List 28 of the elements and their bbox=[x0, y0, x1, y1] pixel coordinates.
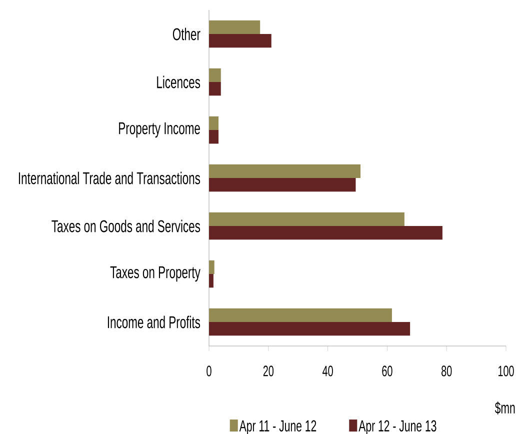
bar bbox=[209, 274, 214, 288]
bar bbox=[209, 322, 410, 336]
x-tick-label: 100 bbox=[498, 366, 514, 376]
bar bbox=[209, 178, 356, 192]
bar bbox=[209, 82, 221, 96]
y-tick-label: Taxes on Property bbox=[110, 266, 200, 282]
x-tick-label: 80 bbox=[442, 366, 452, 376]
y-tick-label: Income and Profits bbox=[108, 316, 200, 328]
bar bbox=[209, 308, 392, 322]
bar bbox=[209, 164, 360, 178]
bar bbox=[209, 212, 404, 226]
bar bbox=[209, 260, 214, 274]
y-tick-label: Taxes on Goods and Services bbox=[52, 220, 200, 232]
x-axis-title: $mn bbox=[494, 402, 515, 414]
x-tick-label: 0 bbox=[206, 366, 212, 376]
bar bbox=[209, 34, 272, 48]
bar bbox=[209, 68, 221, 82]
x-tick-label: 60 bbox=[382, 366, 392, 376]
x-tick-label: 20 bbox=[263, 366, 274, 376]
y-tick-label: International Trade and Transactions bbox=[18, 172, 200, 184]
bar bbox=[209, 20, 260, 34]
bar bbox=[209, 226, 442, 240]
y-tick-label: Property Income bbox=[119, 122, 200, 138]
y-tick-label: Licences bbox=[157, 76, 200, 88]
x-tick-label: 40 bbox=[322, 366, 333, 376]
y-tick-label: Other bbox=[172, 28, 200, 40]
bar bbox=[209, 130, 219, 144]
bar bbox=[209, 116, 219, 130]
